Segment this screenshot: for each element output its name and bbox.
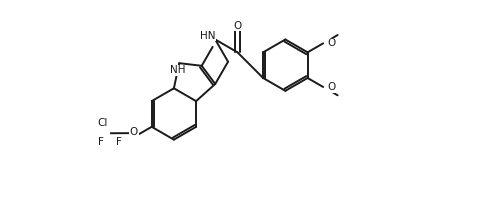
Text: O: O bbox=[327, 82, 335, 92]
Text: Cl: Cl bbox=[98, 118, 108, 128]
Text: O: O bbox=[327, 38, 335, 48]
Text: HN: HN bbox=[199, 30, 215, 41]
Text: NH: NH bbox=[171, 65, 186, 75]
Text: O: O bbox=[130, 127, 138, 137]
Text: O: O bbox=[233, 21, 242, 30]
Text: F: F bbox=[98, 137, 104, 147]
Text: F: F bbox=[116, 137, 122, 147]
